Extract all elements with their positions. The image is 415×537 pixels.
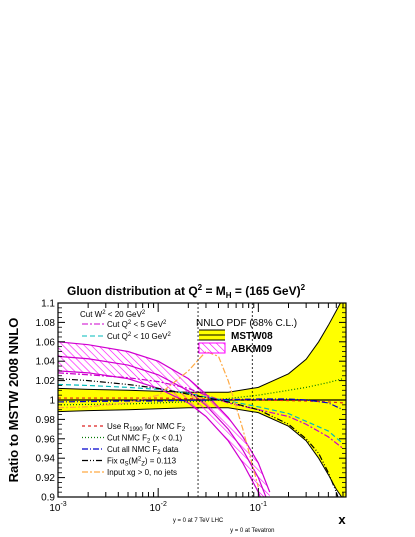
series-cut-q-5-gev — [58, 372, 344, 449]
series-use-r1990-for-nmc-f2 — [58, 397, 344, 404]
legend-label-input-xg-0-no-jets: Input xg > 0, no jets — [107, 468, 177, 477]
y-tick-label-9: 1.08 — [36, 318, 56, 329]
legend-entry-q5-label: Cut Q2 < 5 GeV2 — [107, 320, 167, 329]
legend-entry-w2-label: Cut W2 < 20 GeV2 — [80, 310, 146, 319]
marker-label-0: y = 0 at 7 TeV LHC — [173, 518, 224, 524]
chart-title: Gluon distribution at Q2 = MH = (165 GeV… — [67, 283, 306, 300]
marker-labels: y = 0 at 7 TeV LHC y = 0 at Tevatron — [173, 518, 275, 534]
y-tick-label-6: 1.02 — [36, 376, 56, 387]
legend-swatch-abkm09 — [198, 342, 226, 354]
band-mstw08-upper-edge — [58, 303, 341, 393]
x-tick-label-2: 10-1 — [250, 501, 267, 514]
series-fix-s-m-z-0-113 — [58, 378, 339, 497]
series-input-xg-0-no-jets — [58, 350, 259, 488]
band-mstw08-lower-edge — [58, 407, 343, 497]
legend-bands: NNLO PDF (68% C.L.) MSTW08 ABKM09 — [196, 318, 297, 355]
y-tick-label-2: 0.94 — [36, 454, 56, 465]
legend-label-use-r1990-for-nmc-f2: Use R1990 for NMC F2 — [107, 422, 186, 433]
legend-label-mstw08: MSTW08 — [231, 331, 273, 342]
y-tick-label-4: 0.98 — [36, 415, 56, 426]
marker-label-1: y = 0 at Tevatron — [230, 528, 274, 534]
x-tick-label-1: 10-2 — [149, 501, 166, 514]
legend-entry-q10-label: Cut Q2 < 10 GeV2 — [107, 332, 172, 341]
x-axis-label: x — [338, 512, 346, 527]
series-cut-nmc-f2-x-0-1 — [58, 378, 344, 406]
legend-bands-title: NNLO PDF (68% C.L.) — [196, 318, 297, 329]
series-cut-all-nmc-f2-data — [58, 398, 344, 411]
y-tick-label-3: 0.96 — [36, 434, 56, 445]
plot-area — [58, 303, 346, 497]
axes: 0.9 0.92 0.94 0.96 0.98 1 1.02 1.04 1.06 1.08 1.1 1… — [36, 299, 347, 514]
y-tick-label-1: 0.92 — [36, 473, 56, 484]
legend-top: Cut W2 < 20 GeV2 Cut Q2 < 5 GeV2 Cut Q2 … — [80, 310, 172, 341]
y-tick-label-0: 0.9 — [41, 493, 55, 504]
y-axis-label: Ratio to MSTW 2008 NNLO — [6, 318, 21, 483]
band-abkm09 — [58, 341, 270, 497]
band-abkm09-central — [58, 355, 267, 497]
legend-label-fix-s-m-z-0-113: Fix αS(M2Z) = 0.113 — [107, 457, 177, 468]
band-abkm09-upper-edge — [58, 341, 271, 493]
y-tick-label-7: 1.04 — [36, 357, 56, 368]
legend-label-abkm09: ABKM09 — [231, 344, 273, 355]
legend-label-cut-nmc-f2-x-0-1: Cut NMC F2 (x < 0.1) — [107, 434, 182, 445]
y-tick-label-5: 1 — [49, 396, 55, 407]
x-tick-label-0: 10-3 — [49, 501, 66, 514]
y-tick-label-8: 1.06 — [36, 337, 56, 348]
legend-label-cut-all-nmc-f2-data: Cut all NMC F2 data — [107, 445, 179, 456]
series-cut-q-10-gev — [58, 383, 344, 445]
y-tick-label-10: 1.1 — [41, 299, 55, 310]
